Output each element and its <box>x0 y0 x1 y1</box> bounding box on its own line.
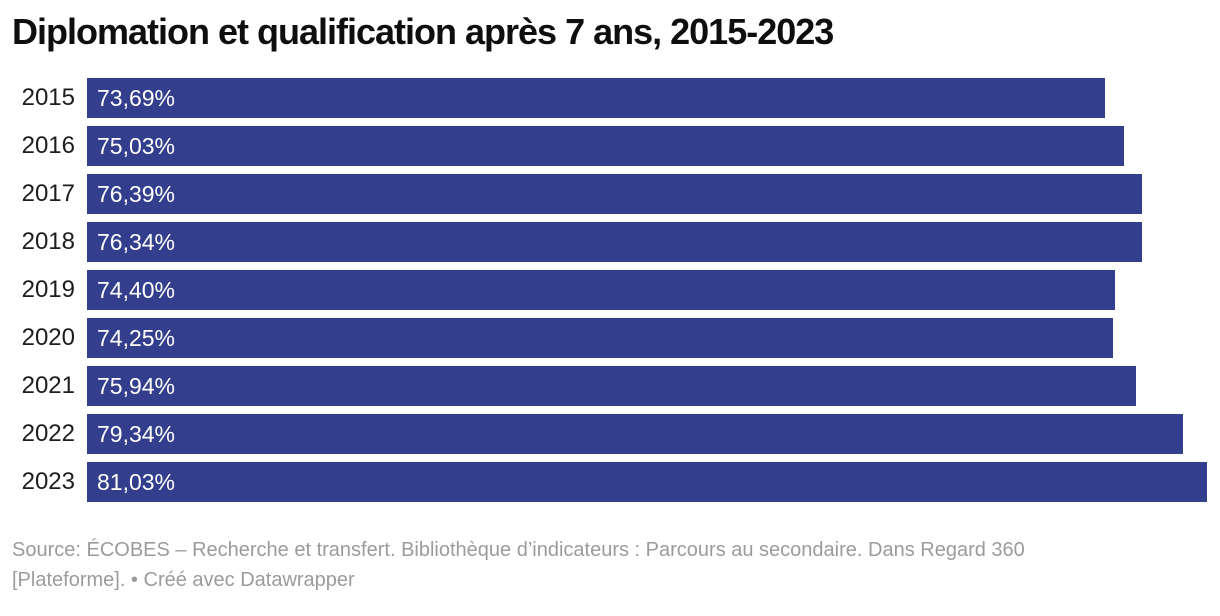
bar-track: 79,34% <box>87 414 1220 454</box>
bar-value-label: 76,39% <box>97 180 176 207</box>
bar-row: 2015 73,69% <box>0 78 1220 118</box>
bar-row: 2016 75,03% <box>0 126 1220 166</box>
bar: 81,03% <box>87 462 1207 502</box>
bar-value-label: 74,25% <box>97 324 176 351</box>
bar-value-label: 75,03% <box>97 132 176 159</box>
bar: 73,69% <box>87 78 1106 118</box>
source-line: Source: ÉCOBES – Recherche et transfert.… <box>12 539 1025 561</box>
bar-track: 73,69% <box>87 78 1220 118</box>
bar: 79,34% <box>87 414 1184 454</box>
bar-value-label: 76,34% <box>97 228 176 255</box>
bar-row: 2022 79,34% <box>0 414 1220 454</box>
chart-page: Diplomation et qualification après 7 ans… <box>0 10 1220 616</box>
bar-category-label: 2018 <box>21 228 75 255</box>
bar: 75,03% <box>87 126 1124 166</box>
bar-track: 75,94% <box>87 366 1220 406</box>
bar-row: 2020 74,25% <box>0 318 1220 358</box>
bar-value-label: 75,94% <box>97 372 176 399</box>
bar-row: 2017 76,39% <box>0 174 1220 214</box>
bar-value-label: 79,34% <box>97 420 176 447</box>
bar-track: 76,34% <box>87 222 1220 262</box>
bar: 74,25% <box>87 318 1113 358</box>
footer-second-line: [Plateforme]. • Créé avec Datawrapper <box>12 565 1208 595</box>
bar-category-label: 2016 <box>21 132 75 159</box>
bar-category-label: 2022 <box>21 420 75 447</box>
bar: 75,94% <box>87 366 1137 406</box>
chart-title: Diplomation et qualification après 7 ans… <box>12 11 834 52</box>
bar-track: 75,03% <box>87 126 1220 166</box>
bar-category-label: 2023 <box>21 468 75 495</box>
bar-value-label: 73,69% <box>97 84 176 111</box>
bar-row: 2021 75,94% <box>0 366 1220 406</box>
bar-category-label: 2015 <box>21 84 75 111</box>
bar-category-label: 2019 <box>21 276 75 303</box>
bar-track: 74,40% <box>87 270 1220 310</box>
bar: 76,34% <box>87 222 1142 262</box>
bar: 74,40% <box>87 270 1115 310</box>
bar-row: 2023 81,03% <box>0 462 1220 502</box>
plateforme-text: [Plateforme]. • <box>12 569 144 591</box>
bar-category-label: 2017 <box>21 180 75 207</box>
bar-value-label: 74,40% <box>97 276 176 303</box>
bar-category-label: 2020 <box>21 324 75 351</box>
bar-row: 2018 76,34% <box>0 222 1220 262</box>
bar-category-label: 2021 <box>21 372 75 399</box>
datawrapper-credit-link[interactable]: Créé avec Datawrapper <box>143 569 355 591</box>
bar-track: 76,39% <box>87 174 1220 214</box>
bar-value-label: 81,03% <box>97 468 176 495</box>
chart-footer: Source: ÉCOBES – Recherche et transfert.… <box>12 535 1208 595</box>
bar-track: 81,03% <box>87 462 1220 502</box>
bar-row: 2019 74,40% <box>0 270 1220 310</box>
bar: 76,39% <box>87 174 1143 214</box>
bar-chart: 2015 73,69% 2016 75,03% 2017 76,39% <box>0 78 1220 502</box>
bar-track: 74,25% <box>87 318 1220 358</box>
